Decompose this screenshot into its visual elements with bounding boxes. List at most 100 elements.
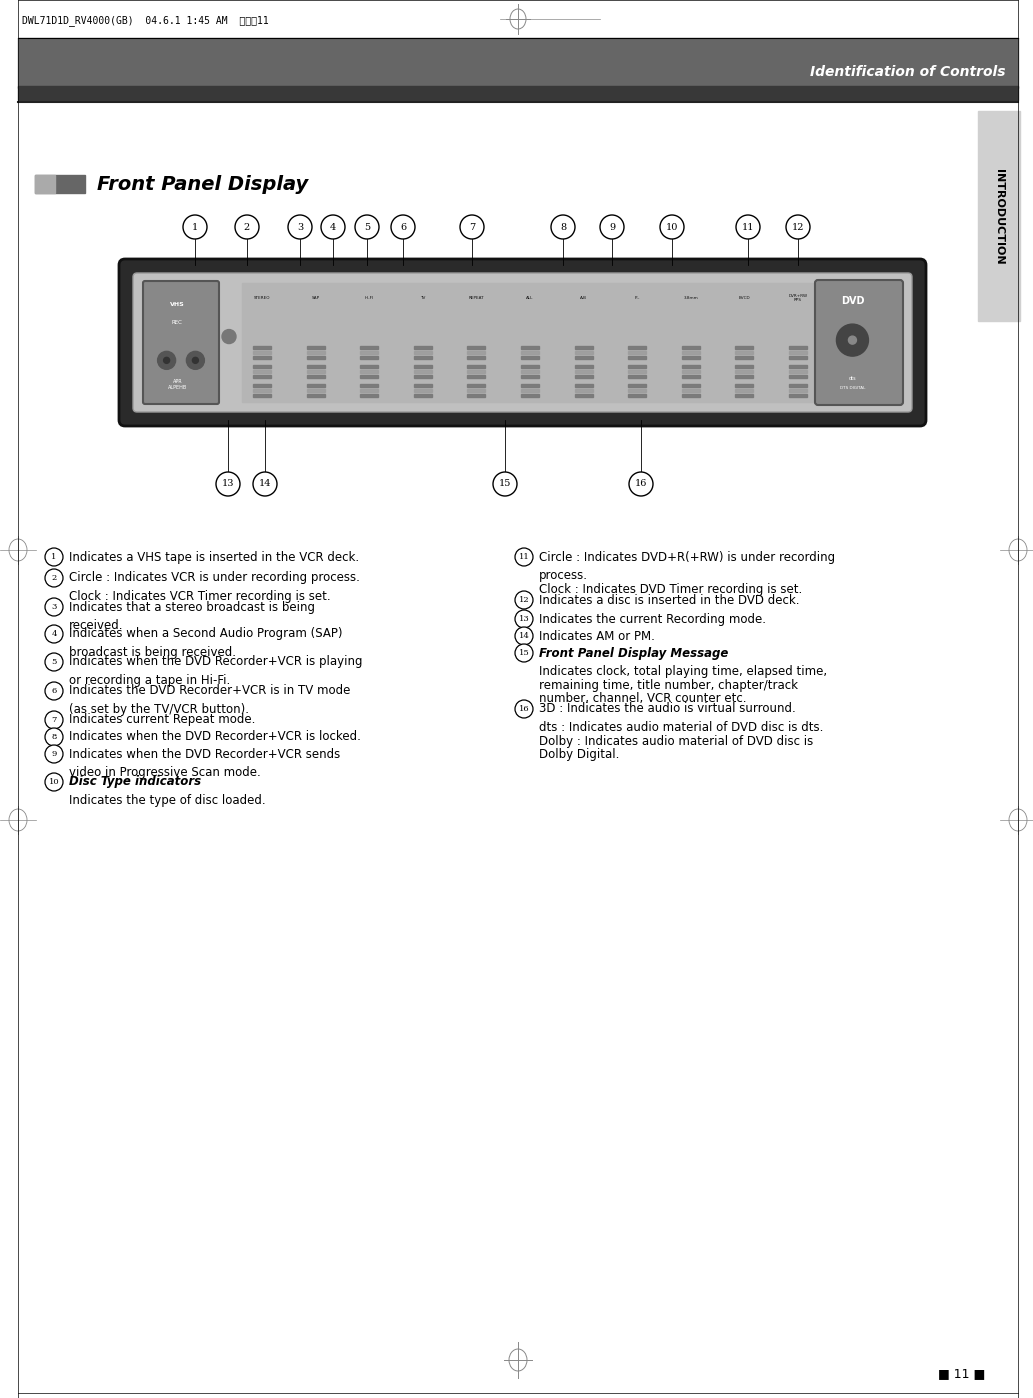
Bar [361, 365, 378, 368]
Text: Circle : Indicates DVD+R(+RW) is under recording: Circle : Indicates DVD+R(+RW) is under r… [539, 551, 835, 563]
Bar [414, 375, 432, 377]
Bar [735, 383, 753, 387]
Circle shape [45, 712, 63, 728]
Bar [978, 110, 1020, 322]
Text: 9: 9 [608, 222, 615, 232]
Circle shape [45, 728, 63, 747]
Bar [574, 365, 593, 368]
Text: INTRODUCTION: INTRODUCTION [994, 169, 1004, 264]
Text: video in Progressive Scan mode.: video in Progressive Scan mode. [69, 766, 260, 779]
Text: Front Panel Display: Front Panel Display [97, 175, 308, 193]
Bar [682, 365, 699, 368]
Circle shape [660, 215, 684, 239]
Text: Indicates when the DVD Recorder+VCR is locked.: Indicates when the DVD Recorder+VCR is l… [69, 731, 361, 744]
Bar [789, 393, 807, 397]
Circle shape [515, 626, 533, 644]
Bar [789, 375, 807, 377]
Bar [307, 369, 324, 373]
Bar [361, 351, 378, 354]
Bar [307, 345, 324, 350]
Circle shape [735, 215, 760, 239]
Text: Dolby : Indicates audio material of DVD disc is: Dolby : Indicates audio material of DVD … [539, 734, 813, 748]
Bar [735, 355, 753, 359]
Text: APR
ALPEHB: APR ALPEHB [167, 379, 187, 390]
Text: TV: TV [420, 296, 426, 301]
Circle shape [45, 773, 63, 791]
Bar [521, 369, 539, 373]
Text: 10: 10 [666, 222, 679, 232]
Circle shape [216, 473, 240, 496]
Text: 8: 8 [560, 222, 566, 232]
Text: Clock : Indicates DVD Timer recording is set.: Clock : Indicates DVD Timer recording is… [539, 583, 803, 596]
Text: 14: 14 [519, 632, 530, 640]
Text: 11: 11 [519, 554, 529, 561]
Circle shape [392, 215, 415, 239]
Text: Indicates the current Recording mode.: Indicates the current Recording mode. [539, 612, 766, 625]
Text: 5: 5 [364, 222, 370, 232]
Bar [735, 345, 753, 350]
Circle shape [183, 215, 207, 239]
Text: 6: 6 [400, 222, 406, 232]
Bar [18, 38, 1018, 88]
Bar [307, 383, 324, 387]
Bar [253, 351, 271, 354]
Bar [789, 351, 807, 354]
Text: A-B: A-B [581, 296, 587, 301]
Text: BVCD: BVCD [739, 296, 750, 301]
Bar [361, 383, 378, 387]
Bar [735, 389, 753, 391]
Bar [414, 351, 432, 354]
Text: 4: 4 [52, 630, 57, 637]
Bar [253, 389, 271, 391]
Bar [682, 383, 699, 387]
Bar [361, 393, 378, 397]
Bar [574, 383, 593, 387]
Text: 13: 13 [222, 480, 234, 488]
Bar [253, 393, 271, 397]
Bar [307, 351, 324, 354]
Bar [682, 355, 699, 359]
Text: process.: process. [539, 569, 588, 582]
Bar [789, 383, 807, 387]
Bar [789, 355, 807, 359]
Bar [574, 351, 593, 354]
Bar [414, 369, 432, 373]
Bar [35, 175, 55, 193]
Bar [253, 365, 271, 368]
Bar [735, 393, 753, 397]
Bar [307, 389, 324, 391]
Bar [682, 369, 699, 373]
Text: 10: 10 [49, 779, 59, 786]
Circle shape [45, 682, 63, 700]
Text: 7: 7 [52, 716, 57, 724]
Bar [628, 375, 647, 377]
Text: VHS: VHS [170, 302, 185, 308]
Text: 11: 11 [742, 222, 754, 232]
Bar [735, 351, 753, 354]
Bar [253, 355, 271, 359]
Bar [253, 345, 271, 350]
Circle shape [45, 745, 63, 763]
Bar [18, 87, 1018, 101]
Text: Front Panel Display Message: Front Panel Display Message [539, 646, 728, 660]
Text: 9: 9 [52, 749, 57, 758]
Text: STEREO: STEREO [254, 296, 271, 301]
Text: 5: 5 [52, 658, 57, 665]
Circle shape [234, 215, 259, 239]
Bar [628, 393, 647, 397]
Text: REC: REC [171, 320, 183, 324]
Circle shape [45, 569, 63, 587]
Bar [521, 383, 539, 387]
Text: number, channel, VCR counter etc.: number, channel, VCR counter etc. [539, 692, 747, 705]
Circle shape [288, 215, 312, 239]
Bar [574, 389, 593, 391]
Bar [307, 365, 324, 368]
Text: Indicates clock, total playing time, elapsed time,: Indicates clock, total playing time, ela… [539, 665, 827, 678]
Text: Identification of Controls: Identification of Controls [810, 64, 1005, 80]
Text: 14: 14 [258, 480, 272, 488]
Text: remaining time, title number, chapter/track: remaining time, title number, chapter/tr… [539, 678, 799, 692]
Bar [735, 369, 753, 373]
Bar [628, 383, 647, 387]
Bar [682, 351, 699, 354]
Text: Indicates AM or PM.: Indicates AM or PM. [539, 629, 655, 643]
